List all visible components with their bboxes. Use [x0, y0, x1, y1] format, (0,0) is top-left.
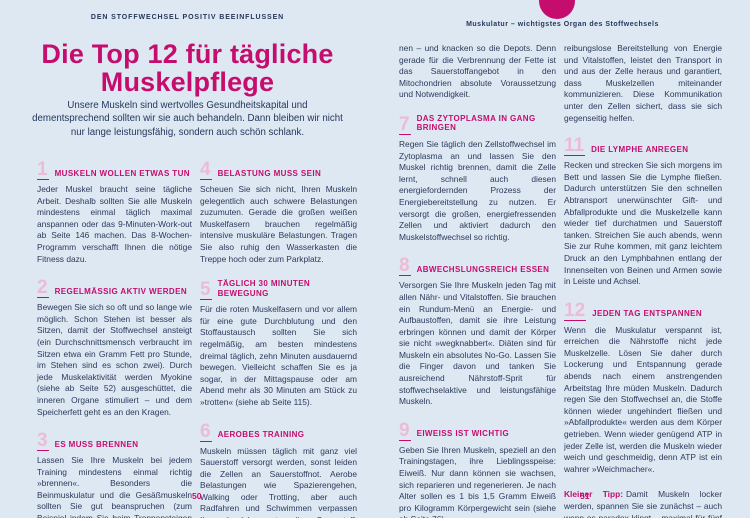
section-5-paragraph: Für die roten Muskelfasern und vor allem… [200, 304, 357, 407]
section-11-header: 11 DIE LYMPHE ANREGEN [564, 135, 722, 157]
left-page-column-1: 1 MUSKELN WOLLEN ETWAS TUN Jeder Muskel … [37, 159, 192, 518]
page-title: Die Top 12 für tägliche Muskelpflege [10, 40, 365, 96]
tip-paragraph: Kleiner Tipp: Damit Muskeln locker werden… [564, 489, 722, 518]
section-4: 4 BELASTUNG MUSS SEIN Scheuen Sie sich n… [200, 159, 357, 265]
section-4-number: 4 [200, 159, 212, 180]
section-5-number: 5 [200, 279, 212, 301]
section-8: 8 ABWECHSLUNGSREICH ESSEN Versorgen Sie … [399, 255, 556, 408]
section-3-heading: ES MUSS BRENNEN [54, 439, 139, 449]
right-page-column-1: nen – und knacken so die Depots. Denn ge… [399, 43, 556, 518]
section-6: 6 AEROBES TRAINING Muskeln müssen täglic… [200, 420, 357, 518]
tip-text: Damit Muskeln locker werden, spannen Sie… [564, 489, 722, 518]
section-5-header: 5 TÄGLICH 30 MINUTEN BEWEGUNG [200, 279, 357, 301]
section-1: 1 MUSKELN WOLLEN ETWAS TUN Jeder Muskel … [37, 159, 192, 265]
left-page-column-2: 4 BELASTUNG MUSS SEIN Scheuen Sie sich n… [200, 159, 357, 518]
section-7: 7 DAS ZYTOPLASMA IN GANG BRINGEN Regen S… [399, 114, 556, 243]
section-2: 2 REGELMÄSSIG AKTIV WERDEN Bewegen Sie s… [37, 277, 192, 418]
intro-paragraph: Unsere Muskeln sind wertvolles Gesundhei… [32, 100, 343, 138]
section-2-heading: REGELMÄSSIG AKTIV WERDEN [54, 286, 187, 296]
section-8-number: 8 [399, 255, 411, 277]
section-6-header: 6 AEROBES TRAINING [200, 420, 357, 442]
running-header-right: Muskulatur – wichtigstes Organ des Stoff… [466, 21, 659, 28]
section-9-header: 9 EIWEISS IST WICHTIG [399, 419, 556, 441]
section-5-heading: TÄGLICH 30 MINUTEN BEWEGUNG [217, 279, 311, 298]
section-11-heading: DIE LYMPHE ANREGEN [591, 144, 689, 154]
continuation-paragraph: reibungslose Bereitstellung von Energie … [564, 43, 722, 123]
section-6-paragraph: Muskeln müssen täglich mit ganz viel Sau… [200, 445, 357, 518]
section-2-header: 2 REGELMÄSSIG AKTIV WERDEN [37, 277, 192, 299]
page-title-line1: Die Top 12 für tägliche [41, 39, 334, 69]
page-title-line2: Muskelpflege [100, 67, 275, 97]
section-3-paragraph: Lassen Sie Ihre Muskeln bei jedem Traini… [37, 455, 192, 518]
section-6-heading: AEROBES TRAINING [217, 430, 305, 439]
running-header-left: DEN STOFFWECHSEL POSITIV BEEINFLUSSEN [90, 14, 285, 21]
section-9-heading: EIWEISS IST WICHTIG [416, 429, 510, 439]
section-1-heading: MUSKELN WOLLEN ETWAS TUN [54, 168, 190, 178]
section-6-number: 6 [200, 420, 212, 442]
section-9: 9 EIWEISS IST WICHTIG Geben Sie Ihren Mu… [399, 419, 556, 518]
section-12-heading: JEDEN TAG ENTSPANNEN [592, 309, 703, 319]
section-4-header: 4 BELASTUNG MUSS SEIN [200, 159, 357, 180]
section-8-paragraph: Versorgen Sie Ihre Muskeln jeden Tag mit… [399, 280, 556, 407]
section-12-paragraph: Wenn die Muskulatur verspannt ist, errei… [564, 324, 722, 474]
section-9-number: 9 [399, 419, 411, 441]
section-3-number: 3 [37, 430, 49, 452]
page-number-left: 50 [192, 491, 202, 501]
section-7-number: 7 [399, 113, 411, 135]
section-2-paragraph: Bewegen Sie sich so oft und so lange wie… [37, 302, 192, 417]
section-4-heading: BELASTUNG MUSS SEIN [217, 168, 322, 178]
section-8-heading: ABWECHSLUNGSREICH ESSEN [416, 264, 550, 274]
chapter-tab-circle [539, 0, 575, 19]
section-3: 3 ES MUSS BRENNEN Lassen Sie Ihre Muskel… [37, 430, 192, 518]
section-12-header: 12 JEDEN TAG ENTSPANNEN [564, 299, 722, 321]
section-2-number: 2 [37, 277, 49, 299]
section-5: 5 TÄGLICH 30 MINUTEN BEWEGUNG Für die ro… [200, 279, 357, 408]
section-1-number: 1 [37, 159, 49, 180]
section-1-header: 1 MUSKELN WOLLEN ETWAS TUN [37, 159, 192, 180]
section-11-number: 11 [564, 135, 586, 157]
section-11: 11 DIE LYMPHE ANREGEN Recken und strecke… [564, 135, 722, 288]
section-3-header: 3 ES MUSS BRENNEN [37, 430, 192, 452]
section-7-heading: DAS ZYTOPLASMA IN GANG BRINGEN [416, 113, 536, 133]
section-4-paragraph: Scheuen Sie sich nicht, Ihren Muskeln ge… [200, 184, 357, 264]
section-9-paragraph: Geben Sie Ihren Muskeln, speziell an den… [399, 444, 556, 518]
section-12: 12 JEDEN TAG ENTSPANNEN Wenn die Muskula… [564, 299, 722, 476]
section-7-paragraph: Regen Sie täglich den Zellstoffwechsel i… [399, 138, 556, 242]
section-12-number: 12 [564, 299, 587, 321]
tip-label: Kleiner Tipp: [564, 489, 623, 500]
section-8-header: 8 ABWECHSLUNGSREICH ESSEN [399, 255, 556, 277]
section-1-paragraph: Jeder Muskel braucht seine tägliche Arbe… [37, 184, 192, 264]
page-number-right: 51 [580, 491, 590, 501]
continuation-paragraph: nen – und knacken so die Depots. Denn ge… [399, 43, 556, 100]
section-11-paragraph: Recken und strecken Sie sich morgens im … [564, 160, 722, 287]
right-page-column-2: reibungslose Bereitstellung von Energie … [564, 43, 722, 518]
section-7-header: 7 DAS ZYTOPLASMA IN GANG BRINGEN [399, 114, 556, 135]
